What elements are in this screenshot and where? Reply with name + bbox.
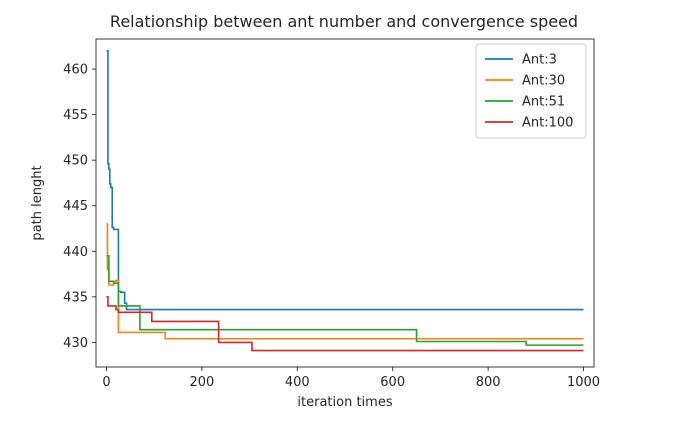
x-axis-label: iteration times xyxy=(297,395,392,410)
legend-label: Ant:51 xyxy=(522,95,565,110)
y-axis: 430 435 440 445 450 455 460 xyxy=(63,63,96,351)
x-tick-label: 400 xyxy=(285,375,310,390)
y-tick-label: 460 xyxy=(63,63,88,78)
y-tick-label: 445 xyxy=(63,199,88,214)
x-tick-label: 600 xyxy=(380,375,405,390)
legend-label: Ant:30 xyxy=(522,74,565,89)
x-tick-label: 200 xyxy=(189,375,214,390)
y-tick-label: 440 xyxy=(63,245,88,260)
y-tick-label: 435 xyxy=(63,290,88,305)
legend-box xyxy=(475,43,587,139)
legend: Ant:3 Ant:30 Ant:51 Ant:100 xyxy=(475,43,587,139)
series-line-3 xyxy=(106,255,584,346)
x-axis: 0 200 400 600 800 1000 xyxy=(102,367,600,390)
legend-label: Ant:100 xyxy=(522,116,573,131)
x-tick-label: 0 xyxy=(102,375,110,390)
y-tick-label: 430 xyxy=(63,336,88,351)
x-tick-label: 800 xyxy=(476,375,501,390)
x-tick-label: 1000 xyxy=(567,375,600,390)
chart-title: Relationship between ant number and conv… xyxy=(110,12,578,31)
plot-frame xyxy=(95,38,595,368)
y-tick-label: 450 xyxy=(63,154,88,169)
series-line-4 xyxy=(106,296,584,352)
legend-label: Ant:3 xyxy=(522,53,557,68)
series-line-1 xyxy=(106,50,584,311)
y-tick-label: 455 xyxy=(63,108,88,123)
y-axis-label: path lenght xyxy=(30,165,45,240)
series-layer xyxy=(106,50,584,352)
